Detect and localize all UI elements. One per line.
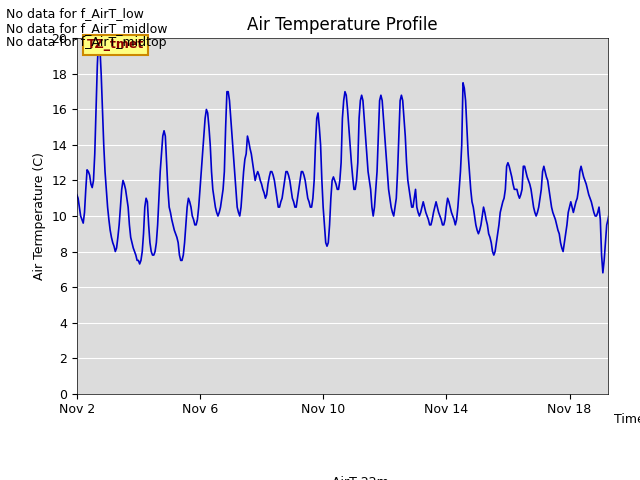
Title: Air Temperature Profile: Air Temperature Profile: [247, 16, 438, 34]
Text: No data for f_AirT_low: No data for f_AirT_low: [6, 7, 144, 20]
Y-axis label: Air Termperature (C): Air Termperature (C): [33, 152, 45, 280]
Legend: AirT 22m: AirT 22m: [292, 471, 393, 480]
Text: TZ_tmet: TZ_tmet: [87, 38, 144, 51]
Text: No data for f_AirT_midlow: No data for f_AirT_midlow: [6, 22, 168, 35]
X-axis label: Time: Time: [614, 413, 640, 426]
Text: No data for f_AirT_midtop: No data for f_AirT_midtop: [6, 36, 167, 49]
